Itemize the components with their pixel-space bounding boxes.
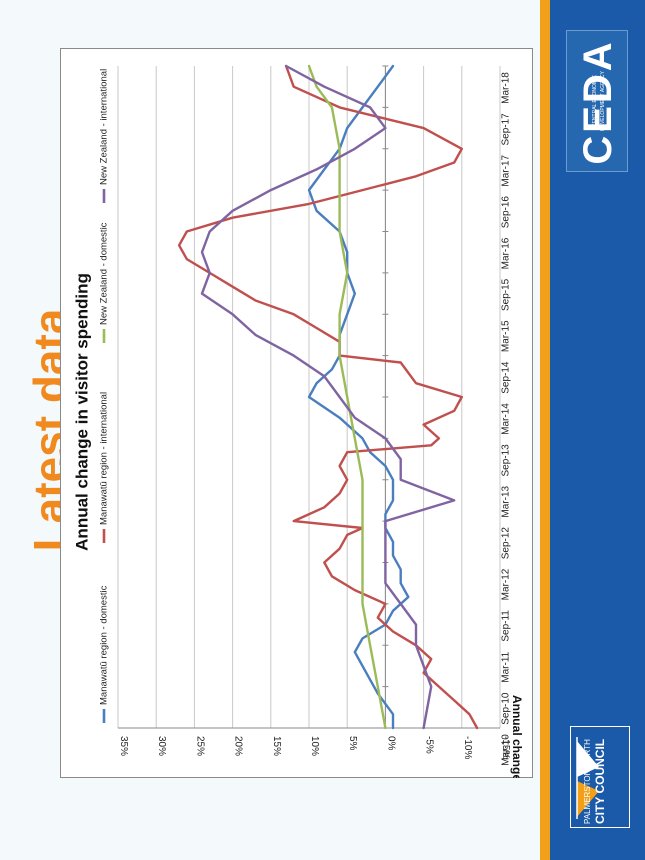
chart: -15% -10% -5% 0% 5% 10% 15% 20% 25% 30% 35% Mar-10 S… [72, 64, 524, 778]
x-tick-label: Sep-10 [501, 692, 512, 725]
x-tick-label: Sep-15 [501, 278, 512, 311]
series-line [200, 64, 456, 730]
ceda-logo: CEDA CENTRAL ECONOMIC DEVELOPMENT AGENCY [566, 30, 628, 172]
series-line [307, 64, 387, 730]
chart-frame [60, 48, 533, 778]
y-tick-label: -5% [424, 736, 435, 754]
y-tick-label: 25% [194, 736, 205, 756]
y-tick-label: 10% [309, 736, 320, 756]
x-tick-label: Mar-14 [501, 403, 512, 435]
council-logo-text: PALMERSTON NORTH CITY COUNCIL [582, 734, 610, 824]
x-tick-label: Sep-14 [501, 361, 512, 394]
legend-label: New Zealand - international [99, 69, 110, 185]
orange-stripe [540, 0, 550, 860]
ceda-logo-subtitle: CENTRAL ECONOMIC DEVELOPMENT AGENCY [591, 41, 607, 161]
legend-label: New Zealand - domestic [99, 222, 110, 325]
x-tick-label: Mar-17 [501, 154, 512, 186]
series-line [307, 64, 410, 730]
y-tick-label: -10% [462, 736, 473, 759]
y-axis-title: Annual change [510, 695, 524, 778]
council-logo: PALMERSTON NORTH CITY COUNCIL [570, 726, 630, 828]
y-tick-label: -15% [500, 736, 511, 759]
y-tick-label: 30% [156, 736, 167, 756]
legend-label: Manawatū region - domestic [99, 585, 110, 705]
ceda-subtitle-line1: CENTRAL ECONOMIC [592, 74, 598, 128]
x-tick-label: Sep-16 [501, 196, 512, 229]
ceda-subtitle-line2: DEVELOPMENT AGENCY [600, 71, 606, 131]
y-tick-label: 5% [347, 736, 358, 751]
legend-label: Manawatū region - international [99, 392, 110, 525]
x-tick-label: Mar-15 [501, 320, 512, 352]
x-tick-label: Mar-10 [501, 734, 512, 766]
y-tick-label: 0% [385, 736, 396, 751]
x-tick-label: Mar-16 [501, 237, 512, 269]
council-emblem-icon [576, 737, 599, 819]
council-logo-line1: PALMERSTON NORTH [583, 739, 592, 824]
x-tick-label: Mar-13 [501, 485, 512, 517]
y-tick-label: 20% [233, 736, 244, 756]
y-tick-label: 35% [118, 736, 129, 756]
x-tick-label: Mar-12 [501, 568, 512, 600]
x-tick-label: Sep-13 [501, 444, 512, 477]
x-tick-label: Sep-12 [501, 527, 512, 560]
chart-title: Annual change in visitor spending [72, 273, 91, 551]
council-logo-line2: CITY COUNCIL [593, 738, 607, 824]
x-tick-label: Sep-11 [501, 610, 512, 642]
series-line [177, 64, 479, 730]
y-tick-label: 15% [271, 736, 282, 756]
x-tick-label: Sep-17 [501, 113, 512, 146]
x-tick-label: Mar-11 [501, 651, 512, 682]
x-tick-label: Mar-18 [501, 72, 512, 104]
